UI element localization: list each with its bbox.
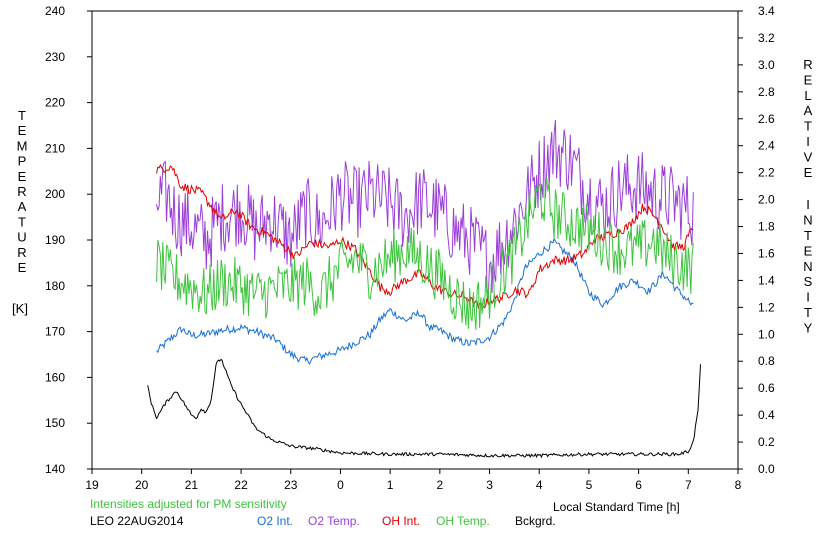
y-left-tick-label: 240 <box>45 4 65 18</box>
legend-oh-int: OH Int. <box>382 514 421 528</box>
y-right-tick-label: 3.2 <box>758 31 775 45</box>
x-tick-label: 20 <box>135 478 149 492</box>
y-right-tick-label: 2.6 <box>758 112 775 126</box>
x-tick-label: 4 <box>536 478 543 492</box>
y-left-tick-label: 200 <box>45 187 65 201</box>
x-tick-label: 19 <box>85 478 99 492</box>
right-axis-letter: A <box>804 103 813 118</box>
left-axis-letter: T <box>18 108 26 123</box>
y-right-tick-label: 0.0 <box>758 462 775 476</box>
right-axis-letter: R <box>803 57 812 72</box>
y-left-tick-label: 160 <box>45 370 65 384</box>
right-axis-letter: T <box>804 305 812 320</box>
y-left-tick-label: 150 <box>45 416 65 430</box>
y-right-tick-label: 0.8 <box>758 354 775 368</box>
y-right-tick-label: 2.0 <box>758 193 775 207</box>
y-right-tick-label: 2.4 <box>758 139 775 153</box>
left-axis-letter: P <box>18 154 27 169</box>
y-right-tick-label: 1.6 <box>758 246 775 260</box>
y-left-tick-label: 140 <box>45 462 65 476</box>
legend-bckgrd: Bckgrd. <box>515 514 556 528</box>
left-axis-letter: M <box>17 138 28 153</box>
series-line-bckgrd <box>147 358 701 459</box>
station-label: LEO 22AUG2014 <box>90 514 184 528</box>
series-layer <box>147 120 701 459</box>
right-axis-letter: E <box>804 243 813 258</box>
right-axis-letter: L <box>804 88 811 103</box>
x-tick-label: 6 <box>635 478 642 492</box>
plot-frame <box>91 10 739 470</box>
left-axis-letter: E <box>18 169 27 184</box>
x-tick-label: 3 <box>486 478 493 492</box>
left-axis-unit: [K] <box>12 301 28 316</box>
legend-o2-int: O2 Int. <box>257 514 294 528</box>
x-axis-label: Local Standard Time [h] <box>553 500 680 514</box>
legend-oh-temp: OH Temp. <box>436 514 490 528</box>
y-right-tick-label: 3.4 <box>758 4 775 18</box>
left-axis-letter: E <box>18 123 27 138</box>
axes: 19 20 21 22 23 0 1 2 3 4 5 6 7 8140150160170180190200… <box>45 4 775 492</box>
series-line-o2-temp <box>156 120 694 300</box>
y-right-tick-label: 2.8 <box>758 85 775 99</box>
right-axis-letter: T <box>804 228 812 243</box>
y-left-tick-label: 210 <box>45 141 65 155</box>
x-tick-label: 23 <box>284 478 298 492</box>
y-right-tick-label: 1.2 <box>758 300 775 314</box>
y-left-tick-label: 180 <box>45 279 65 293</box>
y-right-tick-label: 1.4 <box>758 273 775 287</box>
y-right-tick-label: 0.2 <box>758 435 775 449</box>
right-axis-letter: E <box>804 72 813 87</box>
y-right-tick-label: 2.2 <box>758 166 775 180</box>
right-axis-letter: V <box>804 149 813 164</box>
series-line-o2-int <box>156 237 694 366</box>
x-tick-label: 5 <box>586 478 593 492</box>
y-right-tick-label: 1.0 <box>758 327 775 341</box>
y-left-tick-label: 170 <box>45 325 65 339</box>
y-right-tick-label: 3.0 <box>758 58 775 72</box>
right-axis-letter: T <box>804 119 812 134</box>
y-left-tick-label: 230 <box>45 50 65 64</box>
right-axis-letter: I <box>806 197 810 212</box>
right-axis-letter: S <box>804 274 813 289</box>
left-axis-letter: U <box>17 230 26 245</box>
note-text: Intensities adjusted for PM sensitivity <box>90 497 287 511</box>
y-left-tick-label: 190 <box>45 233 65 247</box>
y-right-tick-label: 0.4 <box>758 408 775 422</box>
x-tick-label: 1 <box>387 478 394 492</box>
series-line-oh-temp <box>156 177 694 330</box>
y-right-tick-label: 1.8 <box>758 220 775 234</box>
left-axis-letter: T <box>18 214 26 229</box>
left-axis-letter: A <box>18 199 27 214</box>
right-axis-letter: E <box>804 165 813 180</box>
right-axis-letter: N <box>803 213 812 228</box>
left-axis-letter: R <box>17 184 26 199</box>
x-tick-label: 22 <box>234 478 248 492</box>
right-axis-letter: I <box>806 290 810 305</box>
right-axis-letter: N <box>803 259 812 274</box>
legend-o2-temp: O2 Temp. <box>308 514 360 528</box>
left-axis-letter: R <box>17 245 26 260</box>
x-tick-label: 2 <box>437 478 444 492</box>
y-left-tick-label: 220 <box>45 96 65 110</box>
right-axis-letter: Y <box>804 320 813 335</box>
left-axis-letter: E <box>18 260 27 275</box>
right-axis-letter: I <box>806 134 810 149</box>
x-tick-label: 0 <box>337 478 344 492</box>
x-tick-label: 8 <box>735 478 742 492</box>
x-tick-label: 7 <box>685 478 692 492</box>
y-right-tick-label: 0.6 <box>758 381 775 395</box>
x-tick-label: 21 <box>185 478 199 492</box>
